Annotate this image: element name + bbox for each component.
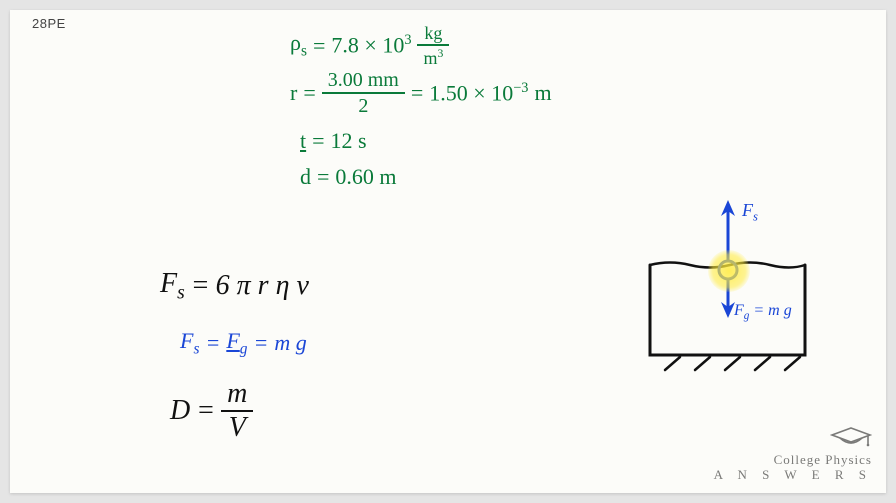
diagram-svg bbox=[630, 190, 830, 390]
diagram-label-fs: Fs bbox=[742, 200, 758, 225]
diagram-label-fg: Fg = m g bbox=[734, 302, 792, 322]
problem-number-label: 28PE bbox=[32, 16, 66, 31]
mortarboard-icon bbox=[714, 426, 872, 448]
free-body-diagram: Fs Fg = m g bbox=[630, 190, 830, 390]
eq-density: D = m V bbox=[170, 380, 253, 442]
eq-stokes: Fs = 6 π r η v bbox=[160, 268, 309, 305]
eq-fs-equals-fg: Fs = Fg = m g bbox=[180, 328, 307, 358]
given-r: r = 3.00 mm 2 = 1.50 × 10−3 m bbox=[290, 70, 552, 116]
given-t: t = 12 s bbox=[300, 128, 367, 154]
given-rho: ρs = 7.8 × 103 kg m3 bbox=[290, 24, 449, 67]
brand-logo: College Physics A N S W E R S bbox=[714, 426, 872, 483]
logo-line1: College Physics bbox=[714, 452, 872, 468]
given-d: d = 0.60 m bbox=[300, 164, 397, 190]
whiteboard-page: 28PE ρs = 7.8 × 103 kg m3 r = 3.00 mm 2 … bbox=[10, 10, 886, 493]
logo-line2: A N S W E R S bbox=[714, 467, 872, 483]
